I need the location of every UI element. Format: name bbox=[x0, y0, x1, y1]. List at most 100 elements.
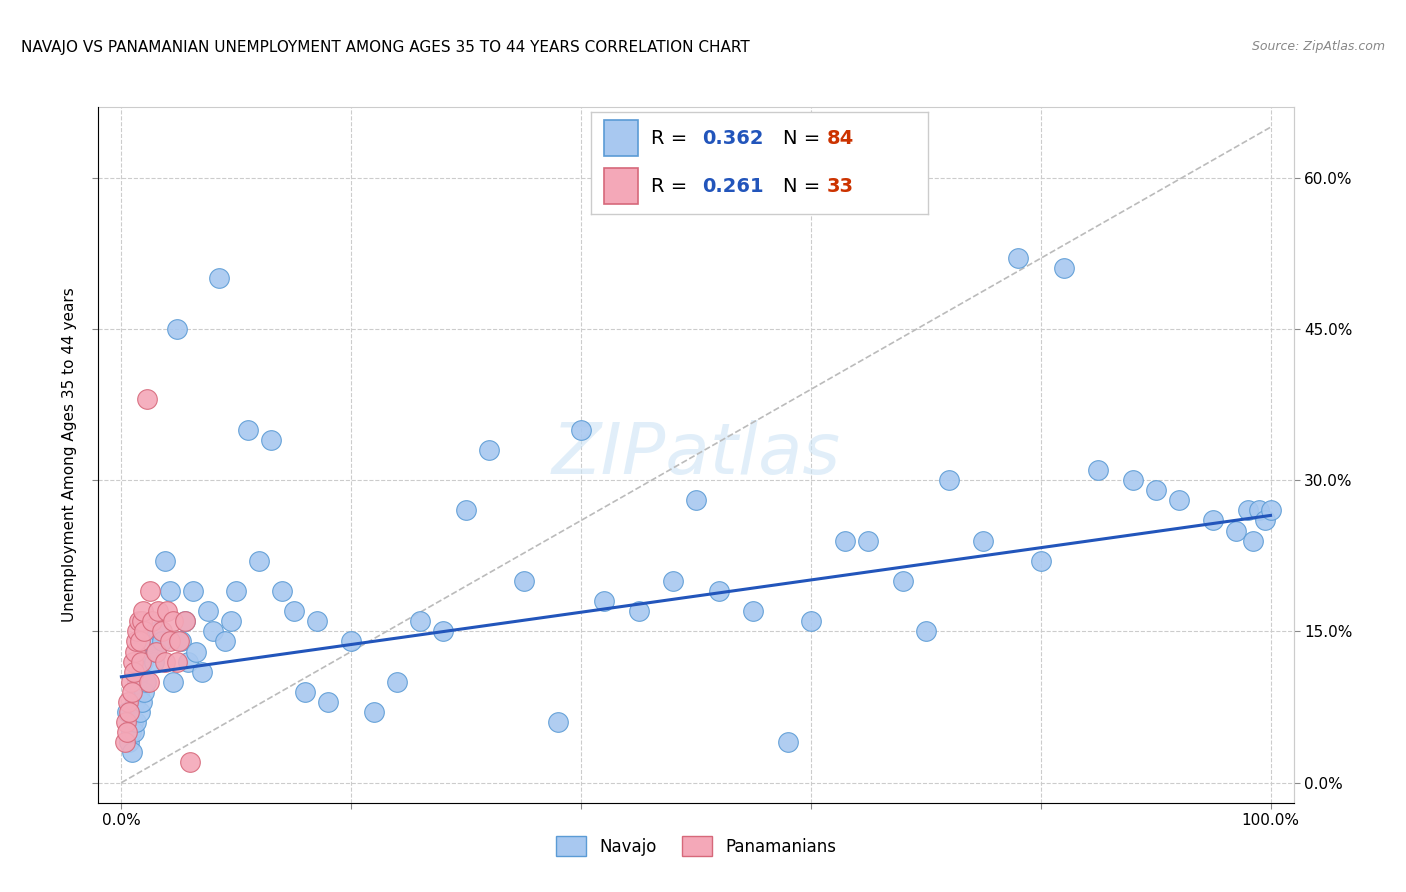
Point bbox=[156, 604, 179, 618]
Point bbox=[122, 665, 145, 679]
Point bbox=[247, 554, 270, 568]
Point bbox=[432, 624, 454, 639]
Point bbox=[179, 756, 201, 770]
Point bbox=[124, 644, 146, 658]
Point bbox=[456, 503, 478, 517]
Point bbox=[162, 615, 184, 629]
Point bbox=[191, 665, 214, 679]
Point bbox=[385, 674, 409, 689]
Point bbox=[134, 624, 156, 639]
Point bbox=[125, 634, 148, 648]
Y-axis label: Unemployment Among Ages 35 to 44 years: Unemployment Among Ages 35 to 44 years bbox=[62, 287, 77, 623]
Point bbox=[363, 705, 385, 719]
Point bbox=[120, 674, 142, 689]
Point bbox=[134, 685, 156, 699]
Point bbox=[1260, 503, 1282, 517]
Point bbox=[208, 271, 231, 285]
Point bbox=[129, 665, 152, 679]
Point bbox=[122, 715, 145, 730]
Point bbox=[118, 705, 141, 719]
Point bbox=[283, 604, 305, 618]
Point bbox=[800, 615, 823, 629]
Point bbox=[512, 574, 534, 588]
Point bbox=[153, 554, 176, 568]
Point bbox=[138, 674, 160, 689]
Point bbox=[115, 725, 138, 739]
Point bbox=[1254, 513, 1277, 527]
Point bbox=[685, 493, 707, 508]
Point bbox=[132, 655, 155, 669]
Point bbox=[131, 615, 153, 629]
Text: 33: 33 bbox=[827, 177, 853, 196]
Text: NAVAJO VS PANAMANIAN UNEMPLOYMENT AMONG AGES 35 TO 44 YEARS CORRELATION CHART: NAVAJO VS PANAMANIAN UNEMPLOYMENT AMONG … bbox=[21, 40, 749, 55]
Point bbox=[173, 615, 195, 629]
Point bbox=[197, 604, 219, 618]
Text: 0.362: 0.362 bbox=[702, 128, 763, 148]
Point bbox=[1167, 493, 1189, 508]
Point bbox=[115, 715, 138, 730]
Point bbox=[166, 322, 188, 336]
Point bbox=[125, 715, 148, 730]
Point bbox=[177, 655, 200, 669]
FancyBboxPatch shape bbox=[605, 120, 638, 155]
Point bbox=[162, 674, 184, 689]
Text: R =: R = bbox=[651, 128, 693, 148]
Point bbox=[834, 533, 856, 548]
Point bbox=[742, 604, 765, 618]
Point bbox=[219, 615, 242, 629]
Point bbox=[1144, 483, 1167, 498]
Point bbox=[914, 624, 936, 639]
Point bbox=[271, 584, 294, 599]
Point bbox=[225, 584, 247, 599]
Point bbox=[139, 584, 162, 599]
Point bbox=[1029, 554, 1052, 568]
Point bbox=[121, 745, 143, 759]
Point bbox=[148, 604, 170, 618]
Point bbox=[1007, 252, 1029, 266]
Point bbox=[128, 685, 150, 699]
Point bbox=[127, 624, 149, 639]
Point bbox=[891, 574, 914, 588]
Point bbox=[145, 644, 167, 658]
Point bbox=[409, 615, 432, 629]
Point bbox=[150, 634, 173, 648]
FancyBboxPatch shape bbox=[605, 168, 638, 204]
Text: Source: ZipAtlas.com: Source: ZipAtlas.com bbox=[1251, 40, 1385, 54]
Point bbox=[202, 624, 225, 639]
Point bbox=[1087, 463, 1109, 477]
Point bbox=[121, 685, 143, 699]
Point bbox=[547, 715, 569, 730]
Point bbox=[135, 644, 157, 658]
Point bbox=[115, 705, 138, 719]
Point bbox=[593, 594, 616, 608]
Point bbox=[141, 615, 163, 629]
Point bbox=[135, 674, 157, 689]
Point bbox=[173, 615, 195, 629]
Point bbox=[118, 735, 141, 749]
Point bbox=[117, 695, 139, 709]
Point bbox=[128, 615, 150, 629]
Point bbox=[122, 655, 145, 669]
Point bbox=[122, 725, 145, 739]
Point bbox=[1241, 533, 1264, 548]
Point bbox=[139, 634, 162, 648]
Point bbox=[627, 604, 650, 618]
Point bbox=[128, 705, 150, 719]
Point bbox=[128, 634, 150, 648]
Point bbox=[135, 392, 157, 407]
Point bbox=[294, 685, 316, 699]
Point bbox=[181, 584, 204, 599]
Point bbox=[214, 634, 236, 648]
Point bbox=[114, 735, 136, 749]
Point bbox=[569, 423, 592, 437]
Point bbox=[938, 473, 960, 487]
Point bbox=[1122, 473, 1144, 487]
Point bbox=[166, 655, 188, 669]
Point bbox=[127, 674, 149, 689]
Point bbox=[167, 634, 190, 648]
Point bbox=[662, 574, 685, 588]
Point bbox=[1053, 261, 1076, 276]
Point bbox=[124, 695, 146, 709]
Point bbox=[132, 604, 155, 618]
Point bbox=[150, 624, 173, 639]
